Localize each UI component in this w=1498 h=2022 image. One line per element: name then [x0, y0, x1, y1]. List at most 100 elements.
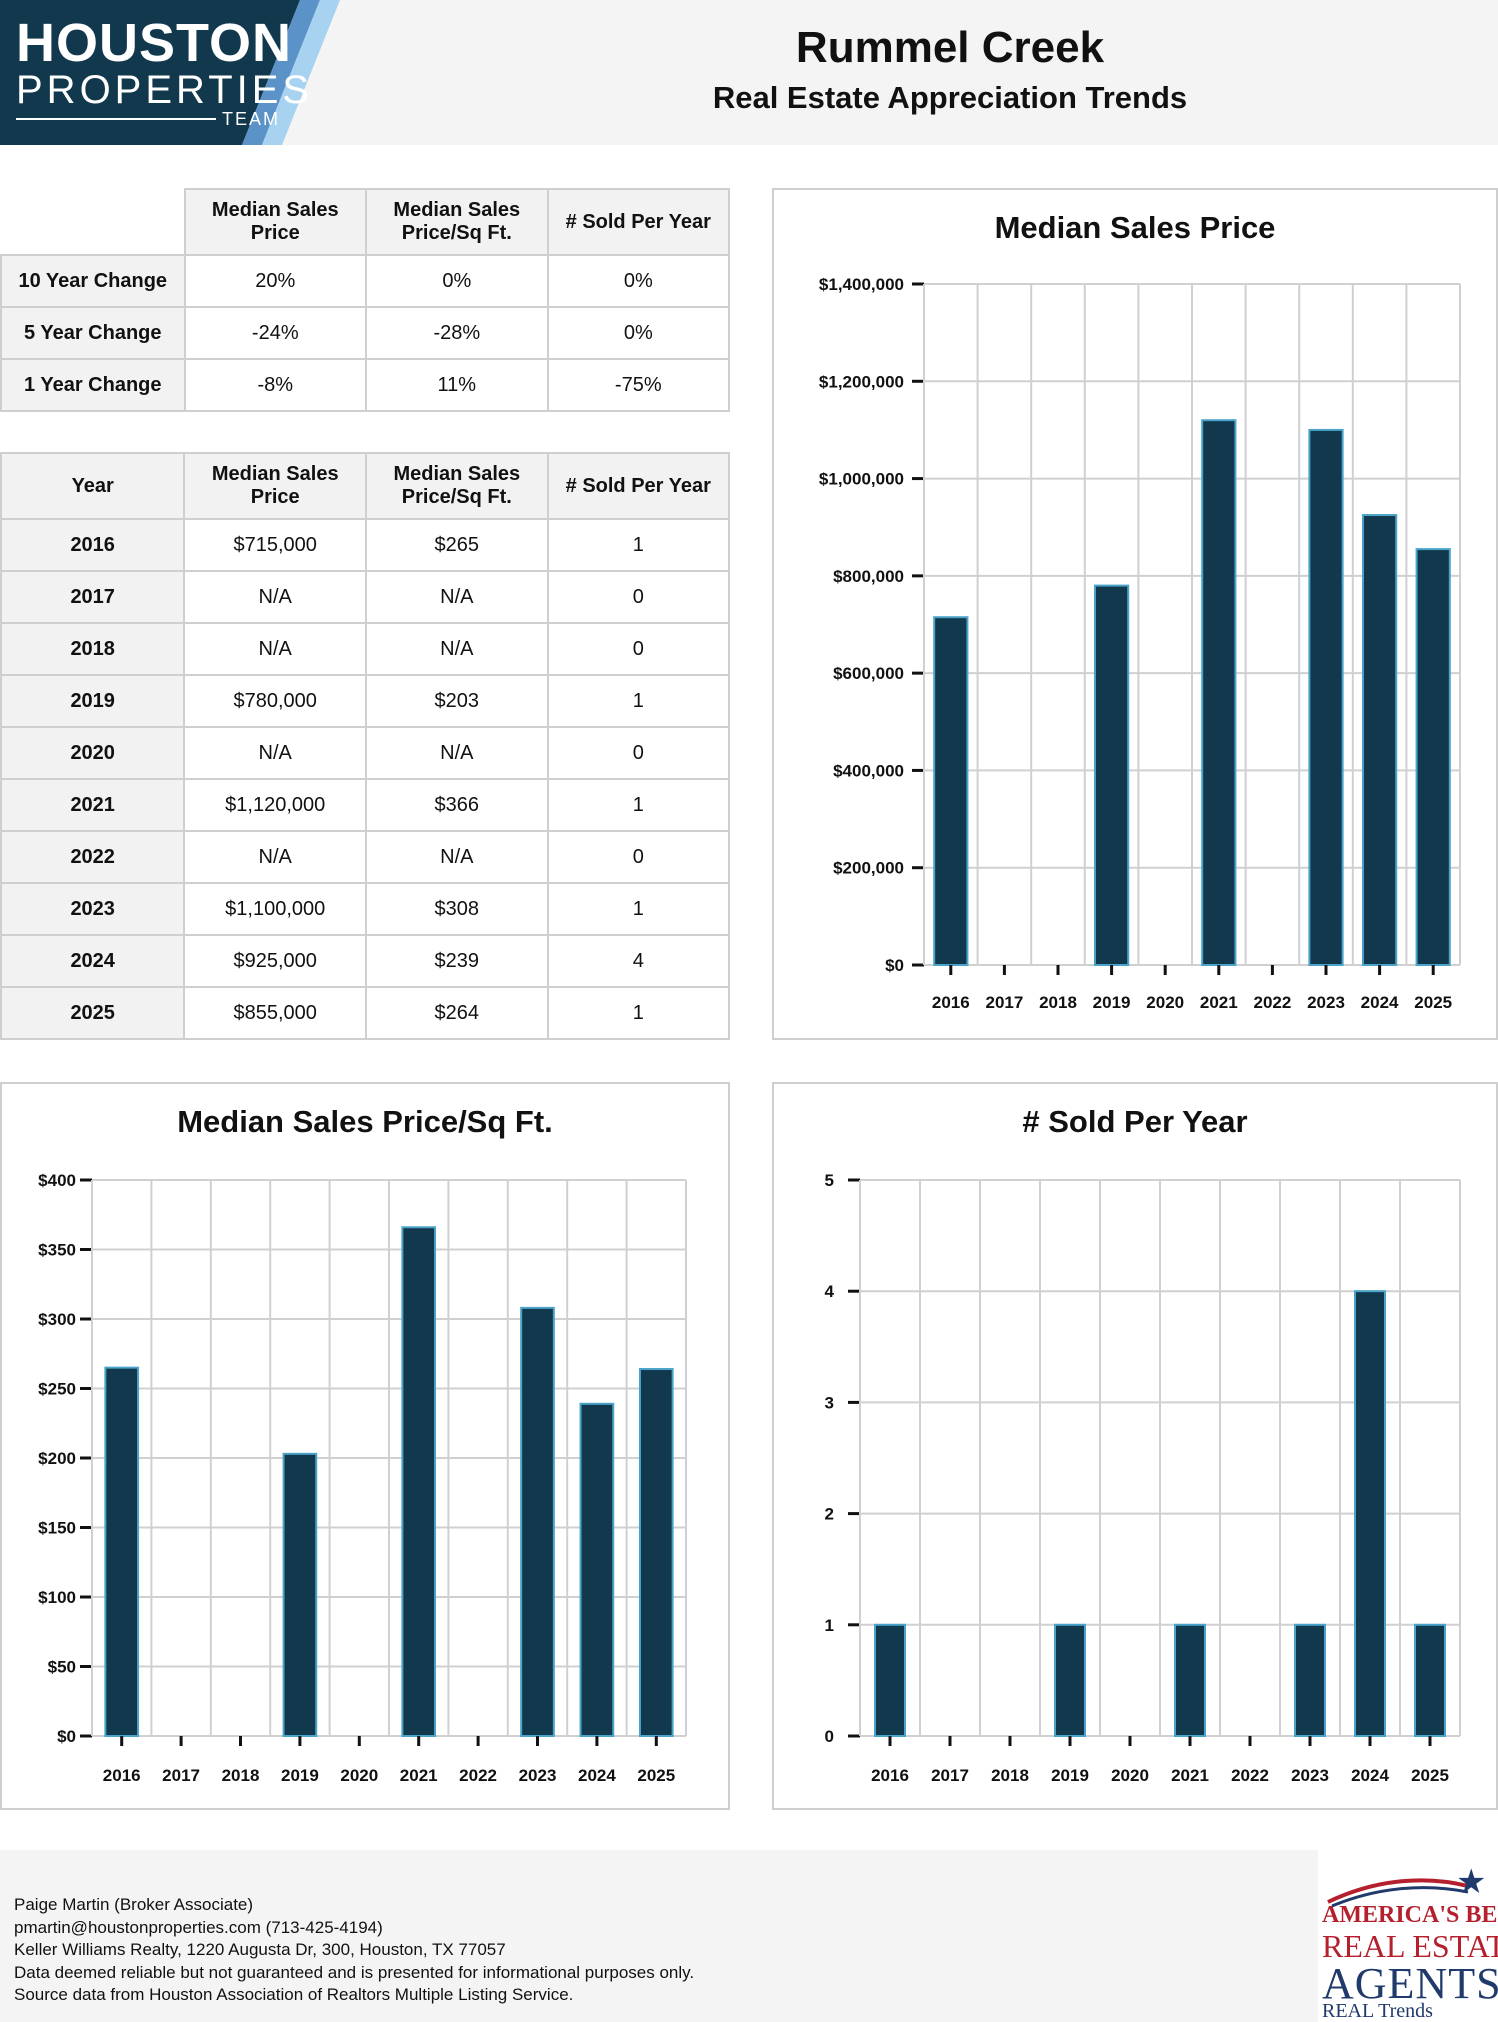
row-label: 2017: [0, 570, 186, 624]
x-tick-label: 2019: [1093, 993, 1131, 1012]
y-tick-label: $150: [38, 1519, 76, 1538]
table-cell: 0: [546, 726, 731, 780]
column-header: Median Sales Price/Sq Ft.: [365, 188, 549, 256]
row-label: 2023: [0, 882, 186, 936]
y-tick-label: 4: [825, 1282, 835, 1301]
table-cell: -24%: [183, 306, 368, 360]
table-row: 2020 N/A N/A 0: [0, 726, 731, 780]
table-cell: 0%: [546, 306, 731, 360]
x-tick-label: 2023: [1307, 993, 1345, 1012]
sold-per-year-chart-panel: # Sold Per Year 0 1 2 3 4 5 2016 2017 2018 2019 202…: [772, 1082, 1498, 1810]
x-tick-label: 2017: [985, 993, 1023, 1012]
bar-2021: [1174, 1623, 1206, 1737]
data-source-text: Source data from Houston Association of …: [14, 1985, 574, 2004]
row-label: 1 Year Change: [0, 358, 186, 412]
x-tick-label: 2019: [281, 1766, 319, 1785]
bar-2019: [282, 1452, 318, 1737]
agent-email-phone: pmartin@houstonproperties.com (713-425-4…: [14, 1917, 383, 1937]
table-cell: -75%: [546, 358, 731, 412]
y-tick-label: $400: [38, 1171, 76, 1190]
chart-title: Median Sales Price: [995, 210, 1276, 245]
houston-properties-logo: HOUSTON PROPERTIES TEAM: [0, 0, 400, 145]
y-tick-label: $1,400,000: [819, 275, 904, 294]
y-tick-label: $800,000: [833, 567, 904, 586]
x-tick-label: 2016: [932, 993, 970, 1012]
bar-2023: [520, 1306, 555, 1737]
change-summary-table: Median Sales Price Median Sales Price/Sq…: [0, 188, 731, 412]
x-tick-label: 2024: [578, 1766, 616, 1785]
bar-2024: [579, 1402, 615, 1737]
table-cell: $925,000: [183, 934, 368, 988]
x-tick-label: 2020: [1146, 993, 1184, 1012]
y-tick-label: $0: [57, 1727, 76, 1746]
badge-text-real-estate: REAL ESTATE: [1322, 1928, 1498, 1964]
x-tick-label: 2025: [1411, 1766, 1449, 1785]
y-tick-label: $350: [38, 1241, 76, 1260]
table-cell: N/A: [183, 570, 368, 624]
table-row: 5 Year Change -24% -28% 0%: [0, 306, 731, 360]
table-cell: N/A: [183, 830, 368, 884]
table-row: 2016 $715,000 $265 1: [0, 518, 731, 572]
table-cell: -28%: [365, 306, 549, 360]
page-title: Rummel Creek: [795, 23, 1105, 72]
bar-2025: [1415, 548, 1451, 966]
y-tick-label: $100: [38, 1588, 76, 1607]
x-tick-label: 2016: [103, 1766, 141, 1785]
y-tick-label: $200: [38, 1449, 76, 1468]
y-tick-label: $50: [48, 1658, 76, 1677]
row-label: 2016: [0, 518, 186, 572]
bar-2021: [1201, 419, 1237, 966]
bar-2016: [933, 616, 969, 966]
table-row: 2018 N/A N/A 0: [0, 622, 731, 676]
table-cell: 11%: [365, 358, 549, 412]
x-tick-label: 2025: [1414, 993, 1452, 1012]
table-cell: N/A: [365, 570, 549, 624]
y-tick-label: 1: [825, 1616, 834, 1635]
bar-2021: [401, 1226, 437, 1737]
x-tick-label: 2024: [1361, 993, 1399, 1012]
x-tick-label: 2022: [1231, 1766, 1269, 1785]
bar-2019: [1054, 1623, 1086, 1737]
table-row: 2024 $925,000 $239 4: [0, 934, 731, 988]
table-row: 2017 N/A N/A 0: [0, 570, 731, 624]
table-cell: $264: [365, 986, 549, 1040]
table-cell: -8%: [183, 358, 368, 412]
row-label: 2018: [0, 622, 186, 676]
logo-text-houston: HOUSTON: [16, 13, 293, 73]
badge-text-agents: AGENTS: [1322, 1959, 1498, 2008]
badge-text-real-trends: REAL Trends: [1322, 2000, 1433, 2022]
americas-best-agents-badge: ★ AMERICA'S BEST REAL ESTATE AGENTS REAL…: [1318, 1850, 1498, 2022]
column-header: # Sold Per Year: [546, 188, 731, 256]
x-tick-label: 2018: [991, 1766, 1029, 1785]
table-cell: $203: [365, 674, 549, 728]
price-per-sqft-chart: Median Sales Price/Sq Ft. $0 $50 $100 $150 $2…: [38, 1104, 687, 1785]
bar-2024: [1361, 514, 1398, 966]
table-row: 2022 N/A N/A 0: [0, 830, 731, 884]
column-header: # Sold Per Year: [546, 452, 731, 520]
table-cell: 1: [546, 882, 731, 936]
table-cell: 1: [546, 674, 731, 728]
logo-underline: [16, 118, 216, 120]
x-tick-label: 2017: [931, 1766, 969, 1785]
column-header: Median Sales Price/Sq Ft.: [365, 452, 549, 520]
x-tick-label: 2018: [222, 1766, 260, 1785]
row-label: 2022: [0, 830, 186, 884]
table-cell: N/A: [183, 726, 368, 780]
bar-2016: [874, 1623, 906, 1737]
yearly-data-table: Year Median Sales Price Median Sales Pri…: [0, 452, 731, 1040]
logo-background-shape: [0, 0, 340, 145]
column-header: Year: [0, 452, 186, 520]
brokerage-address: Keller Williams Realty, 1220 Augusta Dr,…: [14, 1940, 506, 1959]
chart-title: # Sold Per Year: [1022, 1104, 1247, 1139]
logo-text-properties: PROPERTIES: [16, 68, 314, 112]
y-tick-label: 2: [825, 1505, 834, 1524]
bar-2016: [104, 1366, 140, 1737]
table-cell: 1: [546, 986, 731, 1040]
table-row: 2019 $780,000 $203 1: [0, 674, 731, 728]
column-header: Median Sales Price: [183, 452, 368, 520]
row-label: 10 Year Change: [0, 254, 186, 308]
x-tick-label: 2021: [1200, 993, 1238, 1012]
x-tick-label: 2016: [871, 1766, 909, 1785]
bar-2023: [1294, 1623, 1326, 1737]
table-cell: N/A: [365, 726, 549, 780]
